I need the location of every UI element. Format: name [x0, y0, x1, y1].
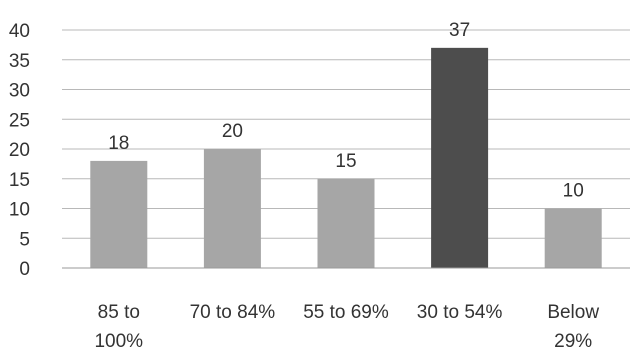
- y-tick-label: 20: [9, 140, 30, 161]
- x-tick-label: 70 to 84%: [190, 302, 276, 323]
- y-tick-label: 0: [19, 259, 30, 280]
- x-tick-label: 55 to 69%: [303, 302, 389, 323]
- y-tick-label: 10: [9, 200, 30, 221]
- x-tick-label: 100%: [94, 331, 143, 352]
- y-tick-label: 35: [9, 51, 30, 72]
- x-tick-label: 85 to: [98, 302, 140, 323]
- bar: [544, 208, 602, 268]
- y-tick-label: 15: [9, 170, 30, 191]
- bar: [203, 149, 261, 268]
- data-label: 18: [108, 133, 129, 154]
- x-tick-label: Below: [547, 302, 599, 323]
- data-labels: 18 20 15 37 10: [108, 20, 584, 202]
- data-label: 20: [222, 121, 243, 142]
- bar: [431, 47, 489, 268]
- y-tick-label: 40: [9, 21, 30, 42]
- bar: [90, 160, 148, 268]
- bars: [90, 47, 602, 268]
- x-tick-label: 30 to 54%: [417, 302, 503, 323]
- y-tick-label: 5: [19, 229, 30, 250]
- x-tick-label: 29%: [554, 331, 592, 352]
- y-tick-label: 30: [9, 81, 30, 102]
- data-label: 10: [563, 181, 584, 202]
- y-tick-label: 25: [9, 110, 30, 131]
- bar: [317, 178, 375, 268]
- data-label: 15: [335, 151, 356, 172]
- x-axis-category-labels: 85 to 100% 70 to 84% 55 to 69% 30 to 54% Belo…: [94, 302, 599, 352]
- data-label: 37: [449, 20, 470, 41]
- y-axis-tick-labels: 0 5 10 15 20 25 30 35 40: [9, 21, 30, 280]
